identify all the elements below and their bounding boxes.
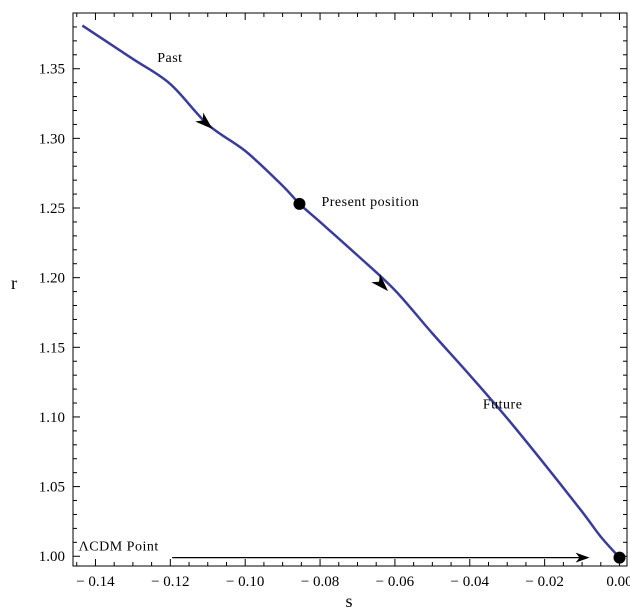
x-tick-label: 0.00 xyxy=(606,574,630,590)
plot-frame xyxy=(72,12,628,567)
x-tick-label: − 0.14 xyxy=(76,574,115,590)
x-tick-label: − 0.02 xyxy=(525,574,563,590)
lcdm-arrowhead xyxy=(575,552,590,563)
x-tick-label: − 0.04 xyxy=(451,574,490,590)
point-marker xyxy=(293,197,306,210)
y-axis-label: r xyxy=(11,273,17,293)
annotation-label: Future xyxy=(483,398,523,413)
y-tick-label: 1.05 xyxy=(39,480,65,496)
y-tick-label: 1.15 xyxy=(39,340,65,356)
x-tick-label: − 0.12 xyxy=(151,574,189,590)
y-tick-label: 1.20 xyxy=(39,271,65,287)
y-tick-label: 1.30 xyxy=(39,131,65,147)
y-tick-label: 1.25 xyxy=(39,201,65,217)
x-tick-label: − 0.10 xyxy=(226,574,264,590)
lcdm-point-label: ΛCDM Point xyxy=(79,540,159,555)
annotation-label: Past xyxy=(157,51,182,66)
x-tick-label: − 0.08 xyxy=(301,574,339,590)
y-tick-label: 1.10 xyxy=(39,410,65,426)
direction-arrow xyxy=(371,273,389,292)
direction-arrow xyxy=(195,112,213,130)
series-line-0 xyxy=(81,24,621,559)
present-position-label: Present position xyxy=(321,195,419,210)
point-marker xyxy=(613,551,626,564)
y-tick-label: 1.00 xyxy=(39,549,65,565)
y-tick-label: 1.35 xyxy=(39,62,65,78)
x-tick-label: − 0.06 xyxy=(376,574,415,590)
x-axis-label: s xyxy=(345,591,352,611)
